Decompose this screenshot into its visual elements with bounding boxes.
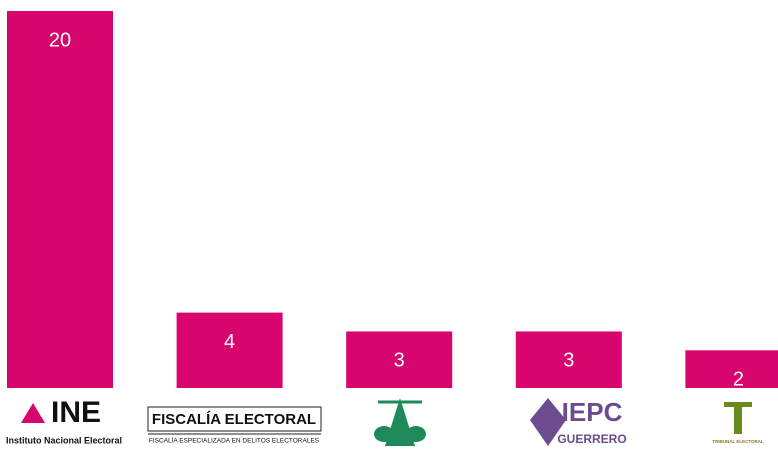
fiscalia-box	[147, 406, 322, 432]
bar	[685, 350, 778, 388]
category-label: INE	[51, 396, 101, 429]
logos: INE Instituto Nacional Electoral FISCALÍ…	[6, 396, 764, 446]
ine-icon	[21, 403, 45, 423]
category-subtitle: GUERRERO	[557, 432, 626, 446]
category-subtitle: Instituto Nacional Electoral	[6, 435, 122, 445]
value-label: 3	[394, 350, 405, 372]
tribunal-icon	[724, 402, 752, 434]
iepc-icon	[530, 398, 566, 446]
value-label: 3	[563, 350, 574, 372]
category-label: FISCALÍA ELECTORAL	[152, 411, 316, 428]
value-label: 2	[733, 369, 744, 391]
bar	[176, 312, 283, 388]
value-label: 4	[224, 331, 235, 353]
category-subtitle: FISCALÍA ESPECIALIZADA EN DELITOS ELECTO…	[149, 436, 320, 445]
category-label: TRIBUNAL ELECTORAL	[712, 439, 764, 444]
bar	[515, 331, 622, 388]
value-label: 20	[49, 29, 71, 51]
category-label: IEPC	[562, 397, 623, 427]
bar	[346, 331, 453, 388]
scales-icon	[374, 398, 426, 446]
bar	[7, 11, 113, 388]
